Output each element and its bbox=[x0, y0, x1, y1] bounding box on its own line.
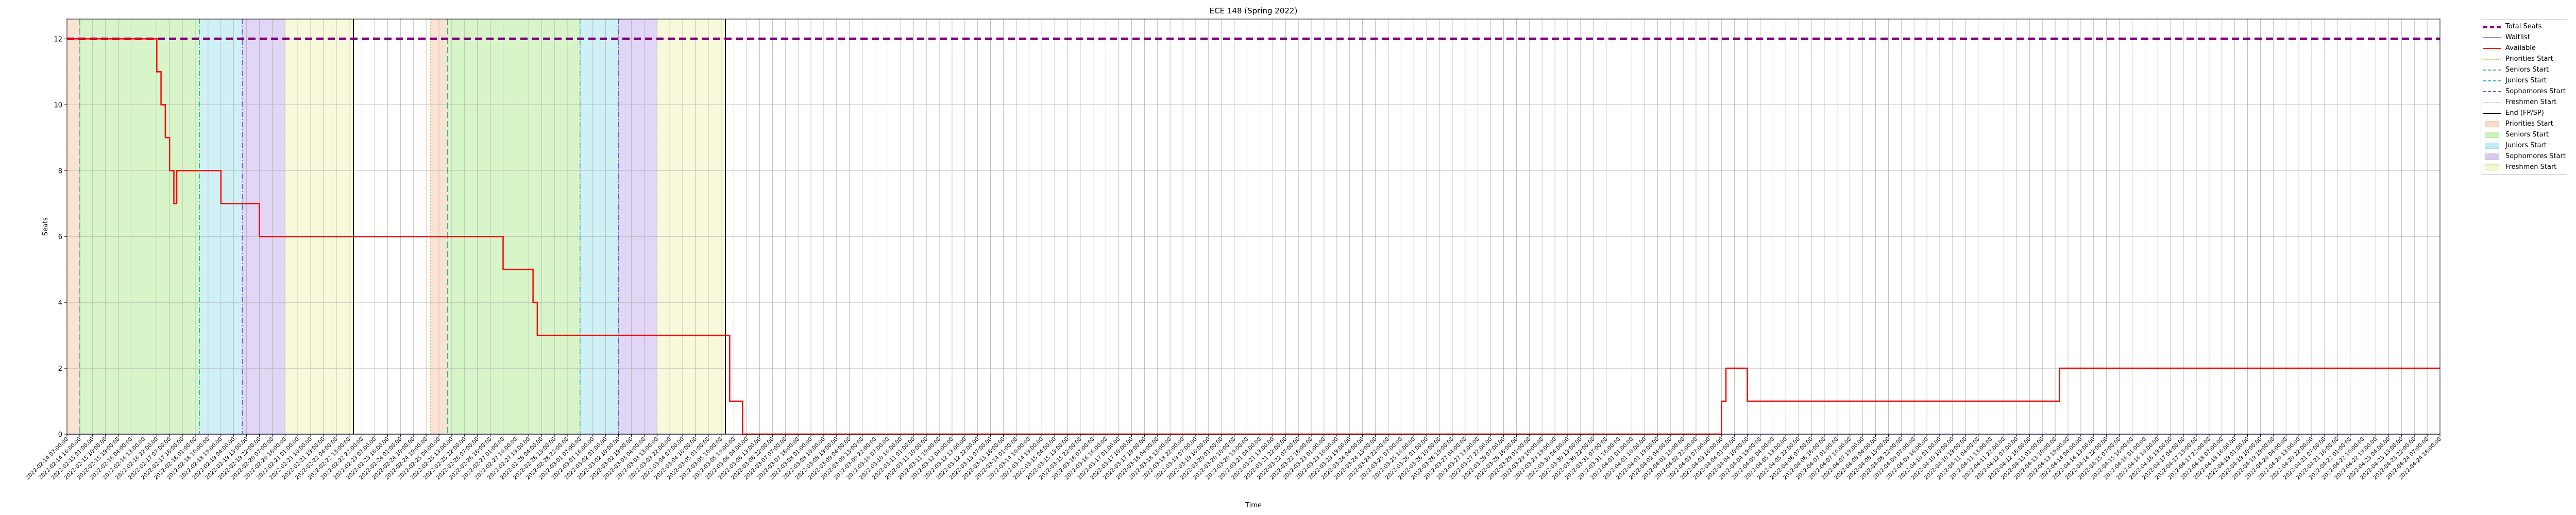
legend-label: Seniors Start bbox=[2505, 66, 2549, 74]
legend-label: End (FP/SP) bbox=[2505, 109, 2544, 117]
legend-label: Total Seats bbox=[2505, 23, 2542, 30]
legend-swatch-mark bbox=[2483, 112, 2501, 114]
y-tick-label-3: 6 bbox=[58, 233, 62, 241]
span-1-1 bbox=[447, 19, 580, 434]
chart-legend: Total Seats Waitlist Available Priorities S… bbox=[2481, 19, 2567, 175]
legend-swatch-mark bbox=[2483, 91, 2501, 92]
span-3-0 bbox=[242, 19, 285, 434]
y-tick-label-0: 0 bbox=[58, 431, 62, 439]
legend-line-swatch bbox=[2483, 77, 2501, 84]
y-tick-label-6: 12 bbox=[54, 36, 62, 43]
legend-label: Juniors Start bbox=[2505, 77, 2547, 84]
legend-item: Juniors Start bbox=[2483, 75, 2565, 86]
legend-patch-swatch bbox=[2483, 142, 2501, 149]
legend-swatch-mark bbox=[2485, 153, 2499, 160]
legend-item: Freshmen Start bbox=[2483, 162, 2565, 173]
legend-label: Freshmen Start bbox=[2505, 98, 2557, 106]
legend-swatch-mark bbox=[2483, 101, 2501, 103]
legend-item: End (FP/SP) bbox=[2483, 108, 2565, 118]
legend-label: Available bbox=[2505, 44, 2536, 52]
legend-label: Freshmen Start bbox=[2505, 163, 2557, 171]
legend-swatch-mark bbox=[2483, 37, 2501, 38]
grid-lines bbox=[66, 19, 2441, 435]
legend-label: Sophomores Start bbox=[2505, 88, 2566, 95]
legend-swatch-mark bbox=[2485, 121, 2499, 127]
y-tick-label-4: 8 bbox=[58, 167, 62, 175]
legend-item: Total Seats bbox=[2483, 21, 2565, 32]
legend-patch-swatch bbox=[2483, 121, 2501, 128]
legend-swatch-mark bbox=[2483, 80, 2501, 81]
legend-patch-swatch bbox=[2483, 153, 2501, 160]
legend-line-swatch bbox=[2483, 45, 2501, 52]
legend-item: Sophomores Start bbox=[2483, 151, 2566, 162]
legend-item: Sophomores Start bbox=[2483, 86, 2566, 97]
legend-swatch-mark bbox=[2485, 142, 2499, 149]
legend-label: Juniors Start bbox=[2505, 142, 2547, 149]
legend-line-swatch bbox=[2483, 66, 2501, 74]
span-0-0 bbox=[67, 19, 80, 434]
legend-item: Priorities Start bbox=[2483, 54, 2565, 64]
enrollment-period-spans bbox=[67, 19, 726, 434]
legend-line-swatch bbox=[2483, 34, 2501, 41]
legend-item: Priorities Start bbox=[2483, 118, 2565, 129]
span-2-1 bbox=[580, 19, 619, 434]
legend-line-swatch bbox=[2483, 88, 2501, 95]
legend-label: Priorities Start bbox=[2505, 55, 2553, 63]
legend-swatch-mark bbox=[2483, 58, 2501, 60]
legend-item: Seniors Start bbox=[2483, 129, 2565, 140]
legend-line-swatch bbox=[2483, 110, 2501, 117]
legend-swatch-mark bbox=[2483, 26, 2501, 28]
y-tick-label-5: 10 bbox=[54, 101, 62, 109]
y-axis-ticks: 0 2 4 6 8 10 12 bbox=[54, 36, 67, 439]
plot-frame bbox=[66, 19, 2441, 435]
y-tick-label-1: 2 bbox=[58, 365, 62, 373]
legend-label: Sophomores Start bbox=[2505, 152, 2566, 160]
legend-label: Seniors Start bbox=[2505, 131, 2549, 139]
x-axis-label: Time bbox=[1245, 502, 1262, 509]
y-axis-label: Seats bbox=[42, 217, 49, 236]
legend-label: Waitlist bbox=[2505, 33, 2530, 41]
legend-item: Waitlist bbox=[2483, 32, 2565, 43]
legend-item: Freshmen Start bbox=[2483, 97, 2565, 108]
series-available bbox=[67, 38, 2440, 435]
legend-line-swatch bbox=[2483, 56, 2501, 63]
legend-patch-swatch bbox=[2483, 131, 2501, 139]
legend-swatch-mark bbox=[2483, 47, 2501, 49]
legend-swatch-mark bbox=[2483, 69, 2501, 71]
legend-patch-swatch bbox=[2483, 164, 2501, 171]
legend-item: Available bbox=[2483, 43, 2565, 54]
span-4-0 bbox=[285, 19, 354, 434]
legend-line-swatch bbox=[2483, 23, 2501, 30]
legend-swatch-mark bbox=[2485, 131, 2499, 138]
legend-line-swatch bbox=[2483, 99, 2501, 106]
legend-item: Juniors Start bbox=[2483, 140, 2565, 151]
span-1-0 bbox=[79, 19, 200, 434]
chart-title: ECE 148 (Spring 2022) bbox=[1210, 6, 1298, 15]
span-4-1 bbox=[657, 19, 726, 434]
span-3-1 bbox=[618, 19, 657, 434]
y-tick-label-2: 4 bbox=[58, 299, 62, 307]
legend-swatch-mark bbox=[2485, 164, 2499, 170]
legend-label: Priorities Start bbox=[2505, 120, 2553, 128]
legend-item: Seniors Start bbox=[2483, 64, 2565, 75]
